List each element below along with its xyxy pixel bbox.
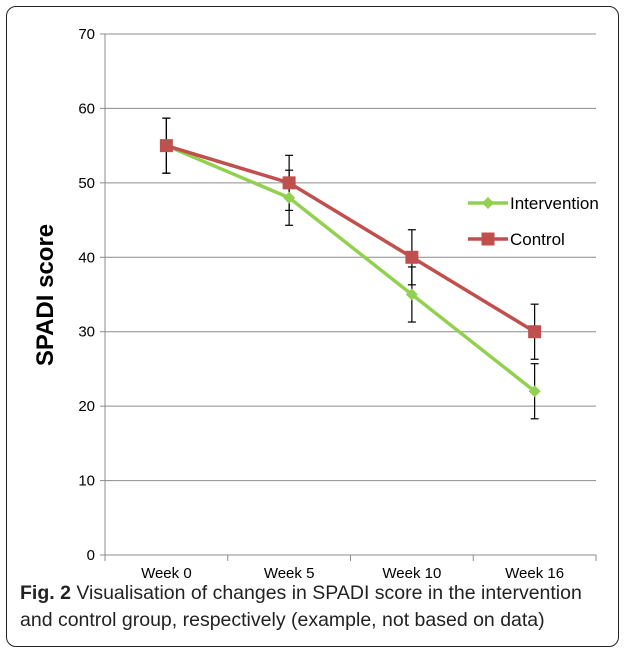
legend-marker <box>481 232 495 246</box>
legend-label: Intervention <box>510 194 599 213</box>
legend-label: Control <box>510 230 565 249</box>
y-tick-label: 0 <box>87 547 95 564</box>
data-point-intervention <box>528 385 541 398</box>
y-tick-label: 20 <box>78 398 95 415</box>
figure-caption: Fig. 2 Visualisation of changes in SPADI… <box>20 580 615 634</box>
x-tick-label: Week 5 <box>264 565 315 580</box>
y-tick-label: 10 <box>78 473 95 490</box>
data-point-control <box>159 139 173 153</box>
y-tick-label: 50 <box>78 175 95 192</box>
y-tick-label: 30 <box>78 324 95 341</box>
x-tick-label: Week 0 <box>141 565 192 580</box>
series-group <box>159 117 542 420</box>
x-tick-label: Week 10 <box>382 565 441 580</box>
y-axis-ticks: 0 10 20 30 40 50 60 70 <box>78 26 105 564</box>
data-point-intervention <box>405 288 418 301</box>
gridlines <box>104 33 596 556</box>
y-tick-label: 60 <box>78 100 95 117</box>
legend-marker <box>482 197 494 209</box>
data-point-control <box>405 250 419 264</box>
y-axis-label: SPADI score <box>32 224 59 366</box>
series-line-intervention <box>165 144 536 393</box>
data-point-control <box>528 325 542 339</box>
legend: Intervention Control <box>468 194 599 249</box>
data-point-intervention <box>283 191 296 204</box>
x-tick-label: Week 16 <box>505 565 564 580</box>
y-tick-label: 70 <box>78 26 95 43</box>
y-tick-label: 40 <box>78 249 95 266</box>
series-line-control <box>165 143 536 334</box>
caption-text: Visualisation of changes in SPADI score … <box>20 582 582 631</box>
data-point-control <box>282 176 296 190</box>
figure-frame <box>6 6 619 647</box>
figure-label: Fig. 2 <box>20 582 71 604</box>
x-axis-ticks: Week 0 Week 5 Week 10 Week 16 <box>104 555 597 580</box>
